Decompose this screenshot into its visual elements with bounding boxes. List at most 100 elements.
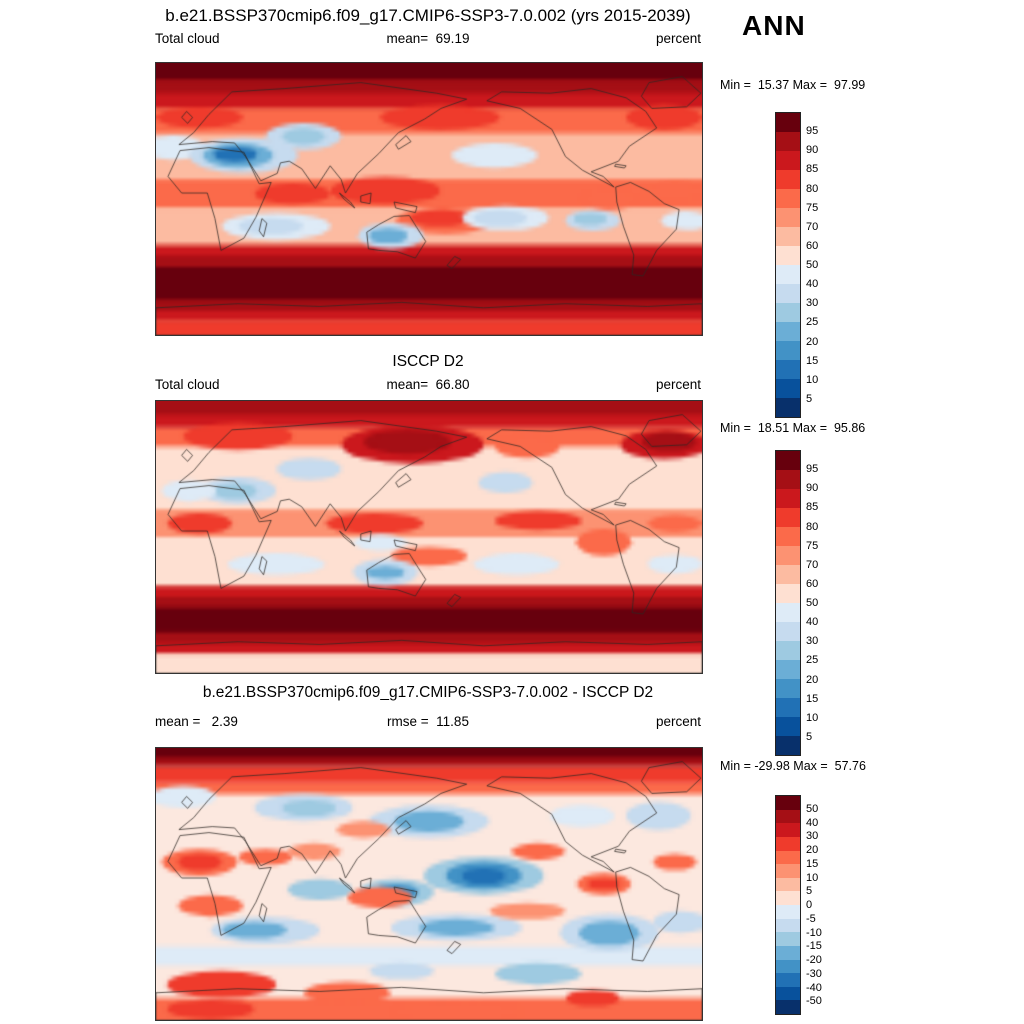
colorbar-tick-label: 5 [806, 392, 813, 405]
colorbar-tick-label: 80 [806, 182, 819, 195]
panel2-minmax: Min = 18.51 Max = 95.86 [720, 421, 866, 435]
colorbar-cell [776, 796, 800, 810]
panel3-units-label: percent [655, 714, 701, 729]
colorbar-cell [776, 809, 800, 824]
colorbar-cell [776, 170, 800, 189]
panel3-colorbar-bar [775, 795, 801, 1015]
panel3-minmax: Min = -29.98 Max = 57.76 [720, 759, 866, 773]
colorbar-cell [776, 113, 800, 132]
colorbar-tick-label: -5 [806, 912, 816, 925]
colorbar-tick-label: 75 [806, 539, 819, 552]
colorbar-cell [776, 265, 800, 284]
colorbar-cell [776, 679, 800, 698]
colorbar-cell [776, 905, 800, 919]
panel2-colorbar-bar [775, 450, 801, 756]
colorbar-tick-label: 80 [806, 520, 819, 533]
colorbar-tick-label: 40 [806, 616, 819, 629]
panel2-variable-label: Total cloud [155, 377, 220, 392]
colorbar-cell [776, 986, 800, 1001]
colorbar-cell [776, 891, 800, 905]
colorbar-cell [776, 565, 800, 584]
colorbar-cell [776, 584, 800, 603]
colorbar-tick-label: 60 [806, 577, 819, 590]
colorbar-tick-label: 50 [806, 802, 819, 815]
panel3-stats-row: mean = 2.39 rmse = 11.85 percent [155, 714, 701, 729]
difference-map [155, 747, 703, 1021]
colorbar-tick-label: 20 [806, 335, 819, 348]
colorbar-cell [776, 973, 800, 987]
colorbar-tick-label: 40 [806, 816, 819, 829]
colorbar-cell [776, 208, 800, 227]
colorbar-tick-label: 30 [806, 635, 819, 648]
season-label: ANN [742, 10, 806, 41]
colorbar-tick-label: 85 [806, 501, 819, 514]
colorbar-tick-label: 75 [806, 201, 819, 214]
colorbar-cell [776, 641, 800, 660]
panel1-variable-label: Total cloud [155, 31, 220, 46]
colorbar-cell [776, 932, 800, 946]
colorbar-tick-label: 50 [806, 259, 819, 271]
colorbar-tick-label: 60 [806, 239, 819, 252]
colorbar-cell [776, 360, 800, 379]
colorbar-cell [776, 1000, 800, 1014]
colorbar-cell [776, 322, 800, 341]
colorbar-cell [776, 132, 800, 151]
colorbar-tick-label: 20 [806, 844, 819, 856]
colorbar-cell [776, 660, 800, 679]
colorbar-cell [776, 717, 800, 736]
panel3-title: b.e21.BSSP370cmip6.f09_g17.CMIP6-SSP3-7.… [202, 684, 654, 701]
colorbar-cell [776, 489, 800, 508]
panel2-title: ISCCP D2 [392, 353, 464, 370]
colorbar-tick-label: 50 [806, 597, 819, 609]
panel1-stats-row: Total cloud mean= 69.19 percent [155, 31, 701, 46]
colorbar-cell [776, 246, 800, 265]
panel3-colorbar: 50 40 30 20 15 10 5 0 -5 -10 -15 -20 -30 -40 -50 [775, 795, 822, 1015]
colorbar-cell [776, 341, 800, 360]
colorbar-cell [776, 736, 800, 755]
colorbar-tick-label: -40 [806, 981, 822, 994]
colorbar-tick-label: 95 [806, 125, 819, 138]
colorbar-tick-label: -15 [806, 940, 822, 953]
colorbar-cell [776, 850, 800, 865]
colorbar-tick-label: 70 [806, 558, 819, 571]
colorbar-cell [776, 945, 800, 960]
panel3-rmse-label: rmse = 11.85 [387, 714, 469, 729]
panel2-units-label: percent [655, 377, 701, 392]
colorbar-tick-label: 15 [806, 857, 819, 870]
colorbar-cell [776, 603, 800, 622]
colorbar-tick-label: 5 [806, 730, 813, 743]
colorbar-tick-label: -20 [806, 954, 822, 966]
colorbar-tick-label: 30 [806, 297, 819, 310]
panel1-minmax: Min = 15.37 Max = 97.99 [720, 78, 866, 92]
colorbar-tick-label: 95 [806, 463, 819, 476]
colorbar-cell [776, 379, 800, 398]
colorbar-tick-label: 40 [806, 278, 819, 291]
colorbar-tick-label: -50 [806, 995, 822, 1008]
colorbar-cell [776, 527, 800, 546]
colorbar-cell [776, 959, 800, 974]
colorbar-tick-label: 5 [806, 885, 813, 898]
colorbar-cell [776, 451, 800, 470]
colorbar-tick-label: 0 [806, 899, 813, 911]
panel1-mean-label: mean= 69.19 [386, 31, 470, 46]
colorbar-cell [776, 698, 800, 717]
panel3-mean-label: mean = 2.39 [155, 714, 238, 729]
colorbar-cell [776, 227, 800, 246]
colorbar-tick-label: 85 [806, 163, 819, 176]
colorbar-tick-label: -10 [806, 926, 822, 939]
panel1-colorbar: 95 90 85 80 75 70 60 50 40 30 25 20 15 10 5 [775, 112, 818, 418]
colorbar-tick-label: 15 [806, 354, 819, 367]
observation-map [155, 400, 703, 674]
colorbar-tick-label: 90 [806, 144, 819, 157]
model-map [155, 62, 703, 336]
panel1-units-label: percent [655, 31, 701, 46]
colorbar-cell [776, 877, 800, 892]
colorbar-tick-label: 90 [806, 482, 819, 495]
panel2-mean-label: mean= 66.80 [386, 377, 470, 392]
colorbar-cell [776, 864, 800, 878]
colorbar-cell [776, 284, 800, 303]
colorbar-cell [776, 189, 800, 208]
colorbar-tick-label: 10 [806, 871, 819, 884]
colorbar-cell [776, 151, 800, 170]
colorbar-cell [776, 470, 800, 489]
